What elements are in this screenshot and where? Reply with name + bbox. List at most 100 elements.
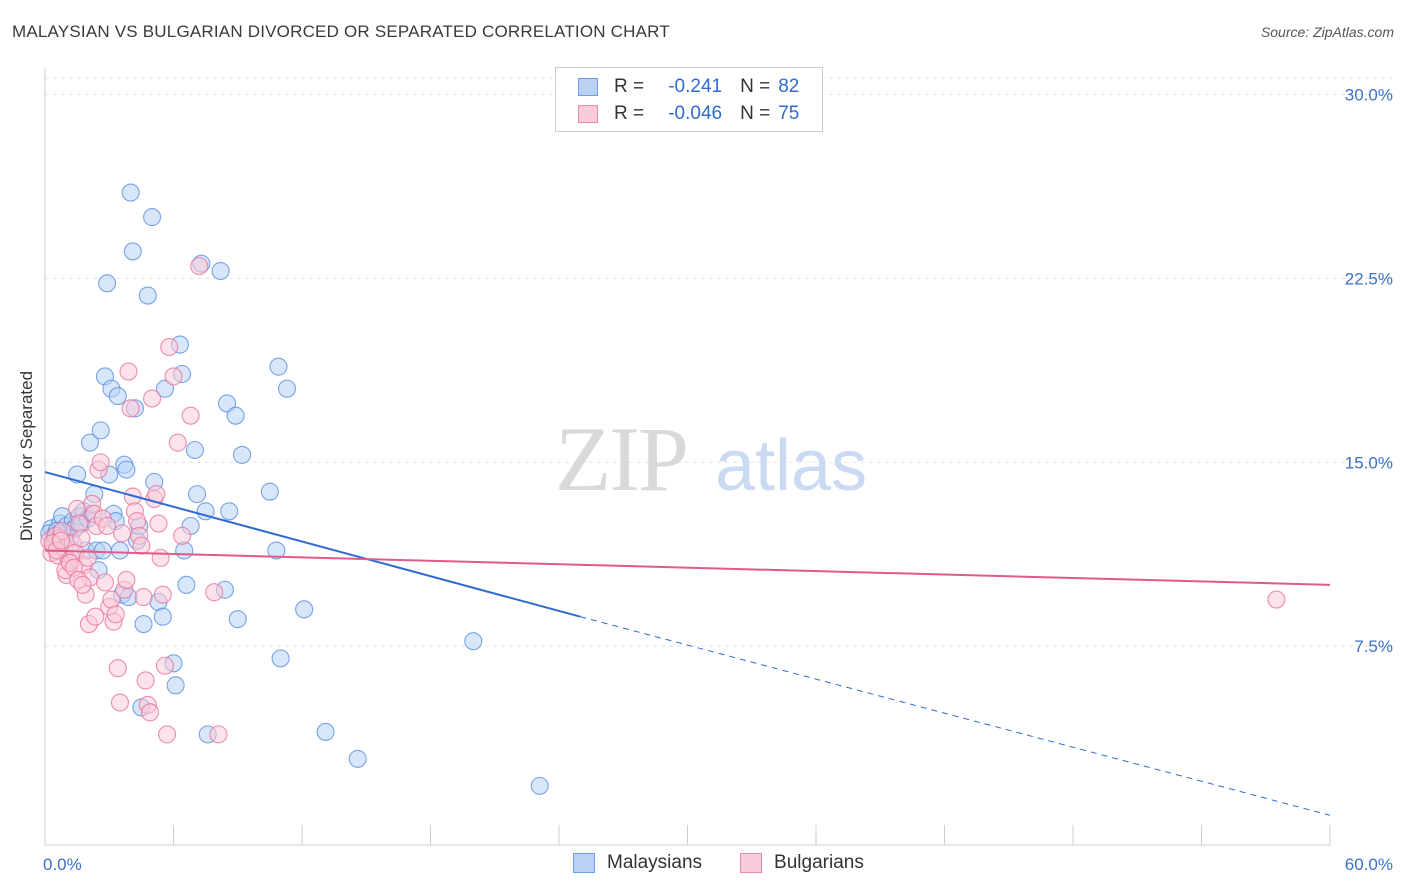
point-malaysian	[123, 242, 142, 261]
point-bulgarian	[52, 531, 71, 550]
legend-item-malaysians[interactable]: Malaysians	[573, 852, 702, 874]
trendlines	[44, 471, 1331, 816]
point-malaysian	[220, 502, 239, 521]
point-malaysian	[188, 485, 207, 504]
legend-item-bulgarians[interactable]: Bulgarians	[740, 852, 864, 874]
point-malaysian	[121, 183, 140, 202]
axes	[44, 68, 1331, 846]
point-malaysian	[530, 776, 549, 795]
point-bulgarian	[110, 693, 130, 712]
point-bulgarian	[73, 575, 92, 594]
point-malaysian	[211, 261, 230, 281]
legend-n-label: N =	[740, 103, 771, 124]
point-malaysian	[108, 387, 127, 406]
point-bulgarian	[149, 514, 168, 533]
series-legend: Malaysians Bulgarians	[573, 852, 902, 874]
point-malaysian	[134, 615, 153, 634]
legend-swatch-malaysians	[578, 78, 598, 96]
point-bulgarian	[108, 659, 127, 678]
legend-r-value: -0.241	[668, 76, 723, 97]
gridlines	[45, 77, 1392, 647]
point-malaysian	[269, 357, 288, 376]
point-bulgarian	[95, 573, 115, 592]
y-tick-label: 15.0%	[1345, 453, 1393, 472]
point-bulgarian	[98, 516, 117, 536]
legend-r-label: R =	[614, 76, 645, 97]
point-bulgarian	[140, 703, 159, 722]
point-bulgarian	[113, 524, 132, 543]
point-bulgarian	[153, 585, 172, 604]
point-malaysian	[93, 541, 112, 560]
point-bulgarian	[106, 605, 125, 624]
correlation-legend: R = -0.241 N = 82 R = -0.046 N = 75	[555, 67, 823, 132]
point-bulgarian	[205, 583, 224, 602]
x-tick-label: 60.0%	[1345, 855, 1393, 874]
watermark-atlas: atlas	[715, 426, 867, 506]
legend-n-value: 75	[778, 103, 800, 124]
point-malaysian	[138, 286, 157, 305]
point-malaysian	[217, 394, 237, 413]
point-bulgarian	[158, 725, 177, 744]
y-axis-label: Divorced or Separated	[17, 371, 36, 541]
legend-r-label: R =	[614, 103, 645, 124]
legend-n-label: N =	[740, 76, 771, 97]
point-malaysian	[348, 749, 367, 768]
point-bulgarian	[121, 399, 140, 418]
legend-swatch-malaysians	[573, 853, 595, 873]
point-bulgarian	[72, 529, 91, 548]
y-tick-label: 22.5%	[1345, 269, 1393, 288]
point-malaysian	[277, 379, 297, 398]
legend-row-bulgarians: R = -0.046 N = 75	[578, 101, 799, 127]
y-tick-label: 7.5%	[1354, 637, 1393, 656]
trendline-malaysians-extrapolated	[580, 616, 1331, 816]
point-bulgarian	[1267, 590, 1286, 609]
point-malaysian	[117, 460, 136, 479]
point-malaysian	[91, 421, 110, 440]
point-bulgarian	[86, 607, 105, 626]
point-bulgarian	[117, 570, 136, 589]
point-bulgarian	[164, 367, 183, 386]
point-bulgarian	[132, 536, 151, 555]
tick-labels: 7.5% 15.0% 22.5% 30.0% 0.0% 60.0%	[43, 86, 1393, 874]
point-bulgarian	[209, 725, 228, 744]
legend-row-malaysians: R = -0.241 N = 82	[578, 74, 799, 100]
point-malaysian	[155, 379, 174, 398]
point-malaysian	[143, 208, 162, 227]
x-tick-label: 0.0%	[43, 855, 82, 874]
chart-title: MALAYSIAN VS BULGARIAN DIVORCED OR SEPAR…	[12, 22, 670, 41]
point-malaysian	[271, 649, 290, 668]
point-bulgarian	[181, 406, 200, 425]
point-bulgarian	[136, 671, 155, 690]
legend-swatch-bulgarians	[740, 853, 763, 873]
trendline-bulgarians	[44, 549, 1331, 586]
point-malaysian	[316, 722, 335, 741]
point-malaysian	[228, 610, 247, 629]
point-bulgarian	[173, 526, 192, 545]
source-label: Source: ZipAtlas.com	[1260, 24, 1394, 40]
point-malaysian	[196, 502, 215, 521]
point-malaysian	[98, 274, 117, 293]
point-malaysian	[226, 406, 245, 425]
point-bulgarian	[155, 656, 174, 675]
trendline-malaysians	[44, 471, 581, 618]
legend-label-malaysians: Malaysians	[607, 852, 703, 873]
point-malaysian	[177, 575, 196, 594]
point-malaysian	[110, 541, 130, 560]
point-bulgarian	[134, 588, 153, 607]
point-malaysian	[295, 600, 314, 619]
point-malaysian	[232, 445, 252, 464]
y-tick-label: 30.0%	[1345, 86, 1393, 105]
point-bulgarian	[78, 548, 97, 567]
watermark-zip: ZIP	[555, 408, 687, 510]
watermark: ZIP atlas	[555, 408, 867, 510]
point-malaysian	[185, 440, 204, 460]
legend-label-bulgarians: Bulgarians	[774, 852, 864, 873]
legend-swatch-bulgarians	[578, 105, 598, 123]
point-bulgarian	[91, 453, 110, 472]
point-bulgarian	[119, 362, 138, 381]
point-malaysian	[267, 541, 286, 560]
point-malaysian	[166, 676, 185, 695]
point-bulgarian	[151, 548, 170, 567]
point-malaysian	[80, 433, 100, 452]
point-malaysian	[153, 607, 172, 626]
